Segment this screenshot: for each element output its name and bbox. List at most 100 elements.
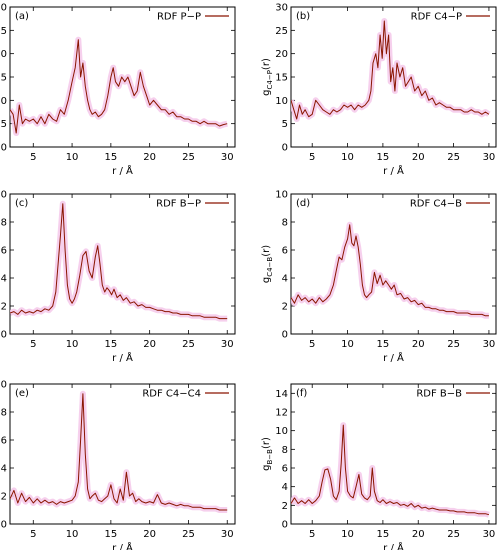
x-tick-label: 20 bbox=[143, 529, 156, 540]
x-tick-label: 25 bbox=[182, 152, 195, 163]
y-tick-label: 10 bbox=[0, 380, 7, 391]
x-axis-label: r / Å bbox=[383, 351, 404, 364]
y-tick-label: 15 bbox=[275, 73, 288, 84]
y-axis-label-arg: (r) bbox=[261, 245, 272, 257]
y-tick-label: 8 bbox=[282, 218, 288, 229]
x-tick-label: 25 bbox=[447, 152, 460, 163]
y-tick-label: 20 bbox=[275, 49, 288, 60]
plot-frame bbox=[9, 193, 236, 335]
y-axis-label-sub: C4−P bbox=[266, 70, 274, 89]
legend-label: RDF C4−C4 bbox=[142, 389, 201, 400]
x-tick-label: 15 bbox=[377, 152, 390, 163]
panel-label: (f) bbox=[296, 388, 307, 399]
x-axis-label: r / Å bbox=[383, 164, 404, 177]
y-tick-label: 4 bbox=[1, 274, 7, 285]
x-tick-label: 10 bbox=[341, 529, 354, 540]
y-tick-label: 0 bbox=[282, 520, 288, 531]
y-axis-label-arg: (r) bbox=[261, 437, 272, 449]
plot-frame bbox=[9, 383, 236, 525]
y-tick-label: 30 bbox=[0, 3, 7, 14]
y-axis-label: gC4−B(r) bbox=[261, 245, 274, 283]
y-tick-label: 5 bbox=[282, 119, 288, 130]
x-tick-label: 5 bbox=[309, 339, 315, 350]
x-tick-label: 5 bbox=[309, 529, 315, 540]
y-tick-label: 20 bbox=[0, 49, 7, 60]
x-axis-label: r / Å bbox=[383, 541, 404, 550]
y-tick-label: 10 bbox=[0, 190, 7, 201]
y-tick-label: 15 bbox=[0, 73, 7, 84]
y-axis-label: gB−B(r) bbox=[261, 437, 274, 471]
x-tick-label: 30 bbox=[221, 529, 234, 540]
x-axis-label: r / Å bbox=[112, 541, 133, 550]
y-tick-label: 4 bbox=[1, 464, 7, 475]
y-tick-label: 6 bbox=[282, 246, 288, 257]
panel-label: (d) bbox=[296, 198, 310, 209]
legend-label: RDF C4−P bbox=[411, 12, 462, 23]
y-tick-label: 25 bbox=[275, 26, 288, 37]
series-line bbox=[10, 203, 228, 320]
panel-b: 0 5 10 15 20 25 30 5 10 15 20 25 30 r / Å gC4−P(r) (b) R… bbox=[261, 3, 497, 177]
series-band bbox=[10, 200, 228, 322]
y-tick-label: 0 bbox=[282, 330, 288, 341]
y-tick-label: 8 bbox=[282, 445, 288, 456]
y-tick-label: 10 bbox=[275, 96, 288, 107]
x-tick-label: 30 bbox=[483, 529, 496, 540]
legend-label: RDF B−B bbox=[416, 389, 462, 400]
series-line bbox=[291, 224, 489, 317]
y-tick-label: 6 bbox=[1, 246, 7, 257]
x-tick-label: 5 bbox=[30, 339, 36, 350]
x-tick-label: 5 bbox=[30, 529, 36, 540]
legend-label: RDF B−P bbox=[156, 199, 201, 210]
x-tick-label: 5 bbox=[30, 152, 36, 163]
y-tick-label: 0 bbox=[1, 143, 7, 154]
panel-label: (c) bbox=[15, 198, 28, 209]
x-tick-label: 15 bbox=[104, 339, 117, 350]
x-axis-label: r / Å bbox=[112, 351, 133, 364]
x-tick-label: 30 bbox=[483, 152, 496, 163]
y-tick-label: 4 bbox=[282, 274, 288, 285]
x-tick-label: 20 bbox=[412, 339, 425, 350]
y-tick-label: 5 bbox=[1, 119, 7, 130]
y-tick-label: 2 bbox=[282, 501, 288, 512]
x-tick-label: 10 bbox=[66, 152, 79, 163]
y-tick-label: 6 bbox=[282, 464, 288, 475]
y-axis-label-sub: C4−B bbox=[266, 257, 274, 277]
x-tick-label: 20 bbox=[412, 529, 425, 540]
y-axis-label-main: g bbox=[261, 90, 272, 96]
x-tick-label: 10 bbox=[341, 339, 354, 350]
y-tick-label: 10 bbox=[275, 190, 288, 201]
x-tick-label: 20 bbox=[412, 152, 425, 163]
x-tick-label: 15 bbox=[377, 339, 390, 350]
panel-label: (a) bbox=[15, 11, 29, 22]
y-axis-label-main: g bbox=[261, 277, 272, 283]
panel-d: 0 2 4 6 8 10 5 10 15 20 25 30 r / Å gC4−B(r) (d) RDF C4… bbox=[261, 190, 497, 364]
y-tick-label: 0 bbox=[282, 143, 288, 154]
x-tick-label: 30 bbox=[221, 339, 234, 350]
y-axis-label-arg: (r) bbox=[261, 58, 272, 70]
y-axis-label: gC4−P(r) bbox=[261, 58, 274, 96]
series-line bbox=[291, 424, 490, 516]
y-tick-label: 10 bbox=[275, 426, 288, 437]
y-tick-label: 25 bbox=[0, 26, 7, 37]
panel-f: 0 2 4 6 8 10 12 14 5 10 15 20 25 30 r / Å gB−B(r) (f) RDF… bbox=[261, 383, 497, 550]
y-axis-label-sub: B−B bbox=[266, 449, 274, 465]
x-tick-label: 10 bbox=[66, 529, 79, 540]
x-tick-label: 25 bbox=[182, 339, 195, 350]
series-band bbox=[291, 221, 489, 319]
legend-label: RDF C4−B bbox=[410, 199, 462, 210]
x-tick-label: 30 bbox=[483, 339, 496, 350]
x-tick-label: 10 bbox=[341, 152, 354, 163]
y-tick-label: 12 bbox=[275, 408, 288, 419]
y-tick-label: 10 bbox=[0, 96, 7, 107]
y-tick-label: 2 bbox=[282, 302, 288, 313]
x-tick-label: 25 bbox=[182, 529, 195, 540]
x-tick-label: 20 bbox=[143, 339, 156, 350]
y-tick-label: 2 bbox=[1, 492, 7, 503]
x-tick-label: 20 bbox=[143, 152, 156, 163]
panel-label: (b) bbox=[296, 11, 310, 22]
x-axis-label: r / Å bbox=[112, 164, 133, 177]
